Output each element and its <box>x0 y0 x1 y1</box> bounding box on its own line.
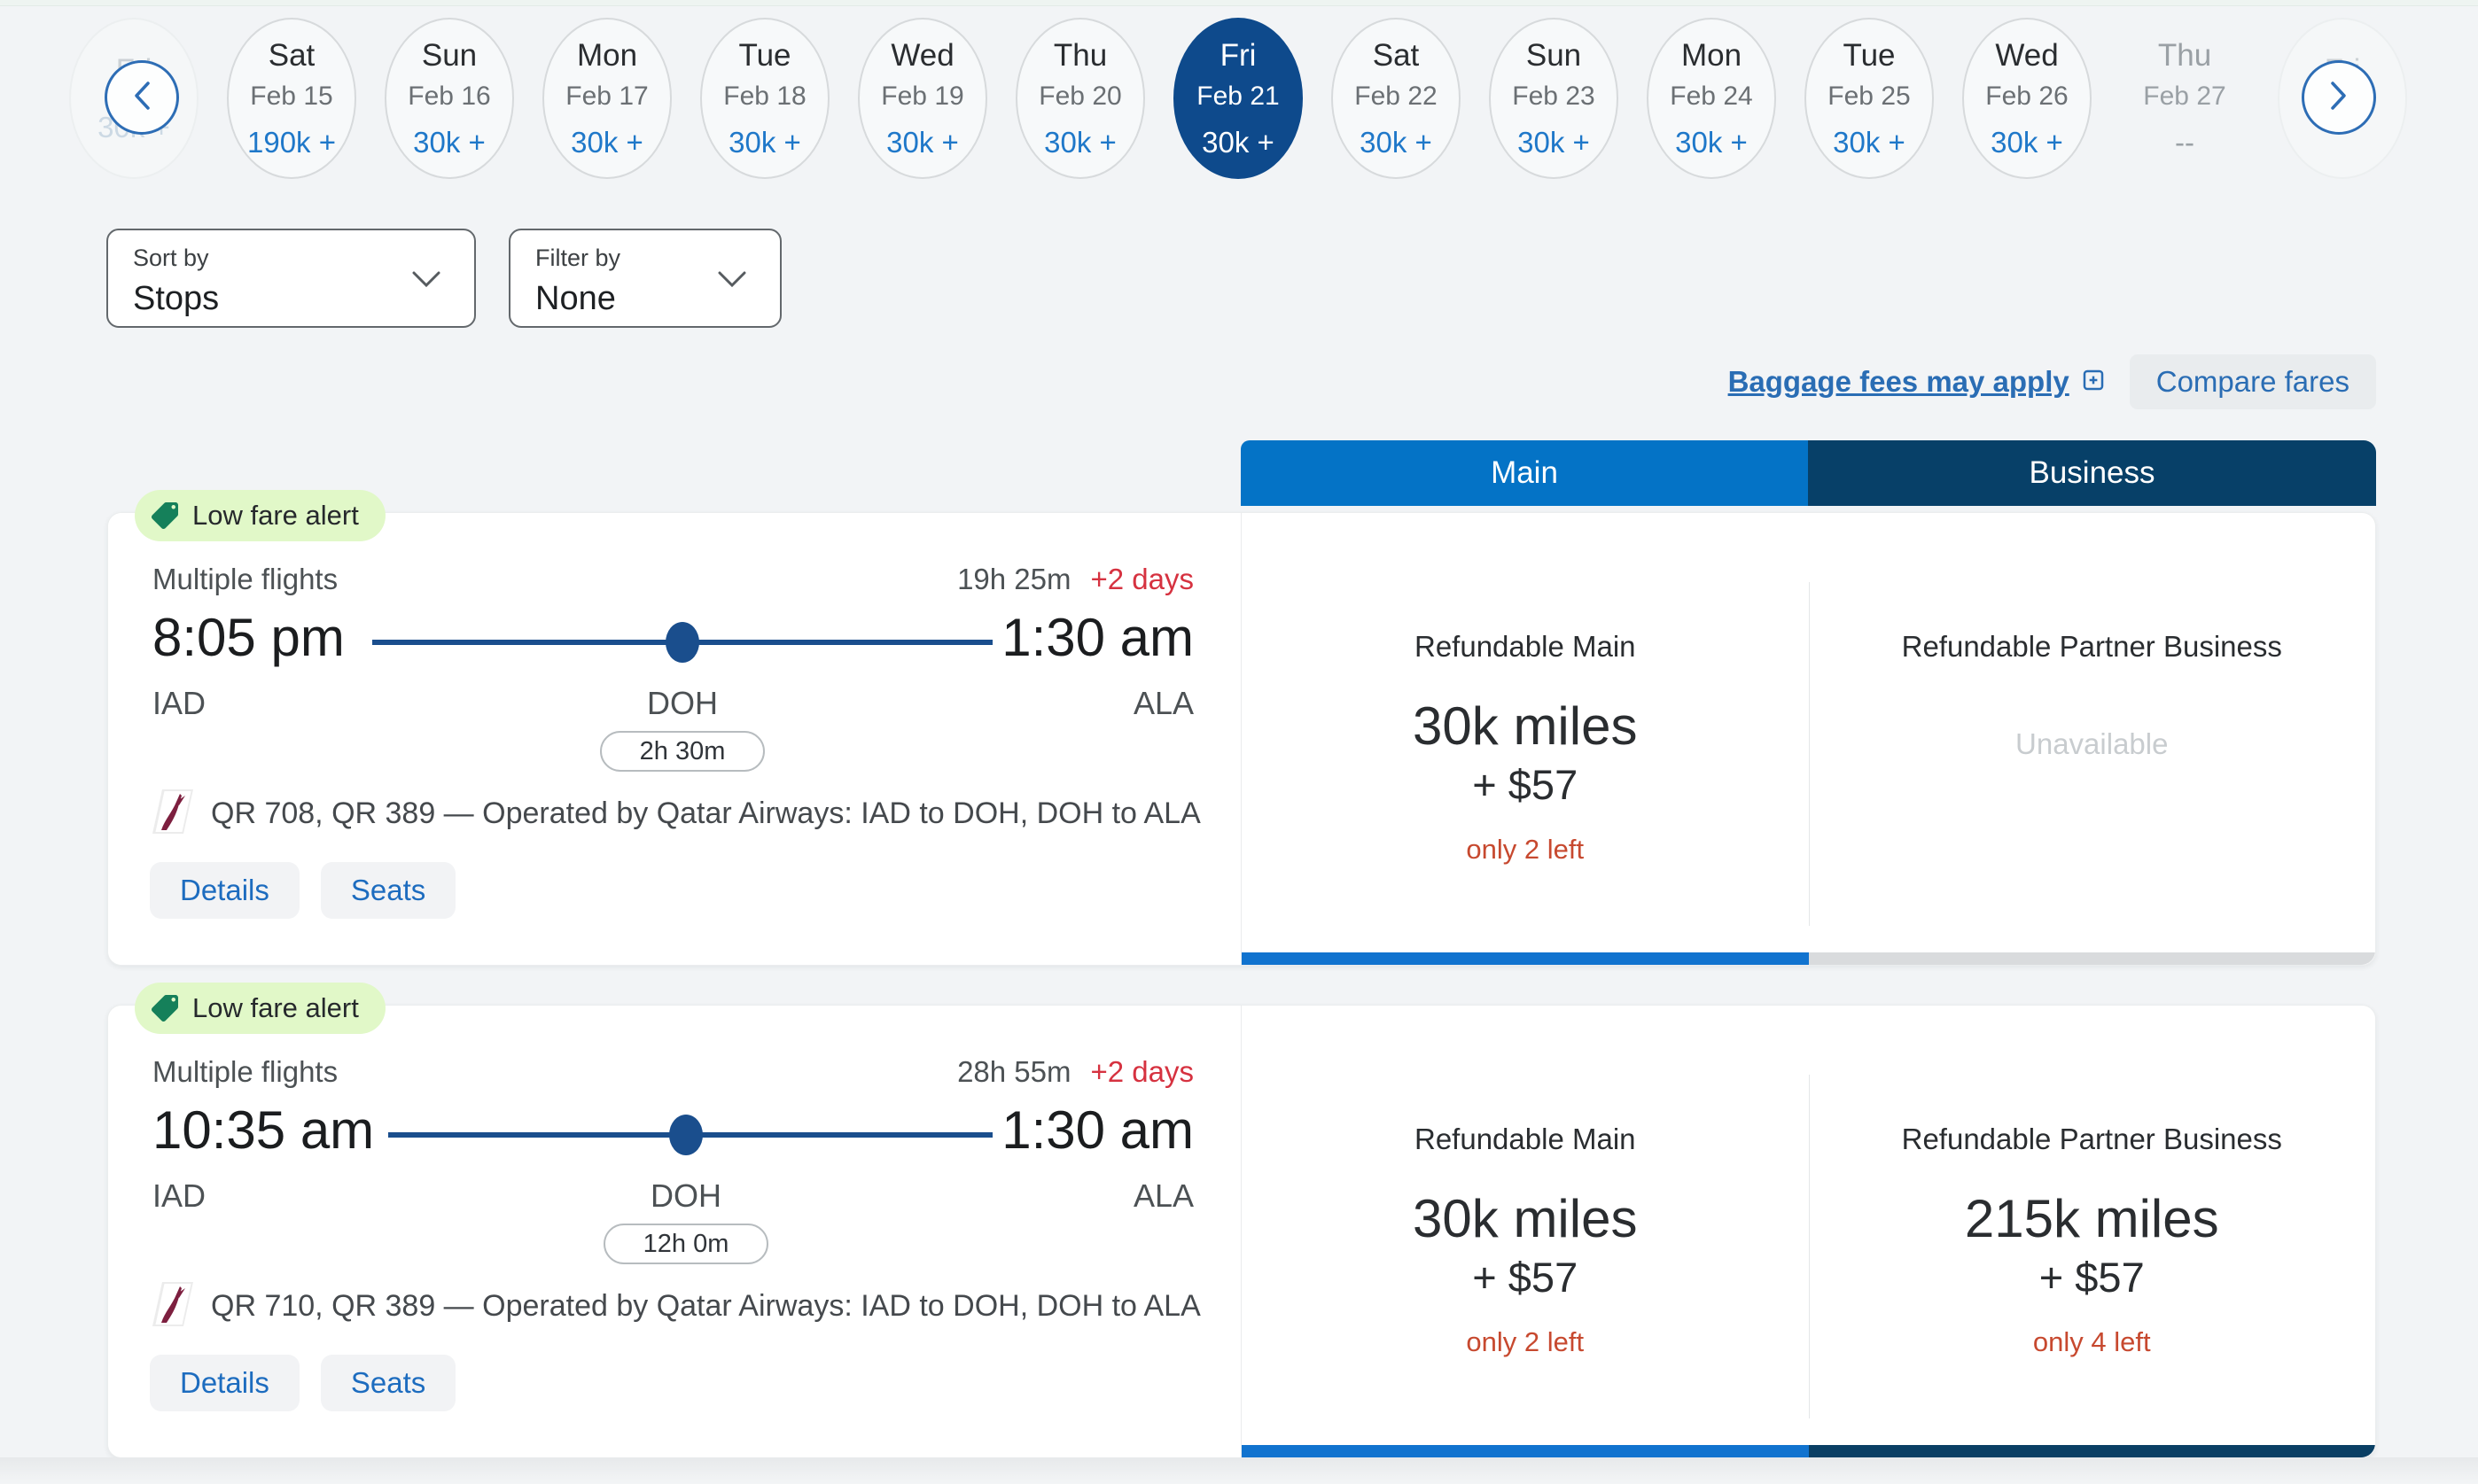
destination-code: ALA <box>1133 1177 1194 1214</box>
refundable-partner-business-fare: Refundable Partner Business Unavailable <box>1901 630 2282 760</box>
seats-button[interactable]: Seats <box>320 862 456 919</box>
chevron-down-icon <box>412 271 440 292</box>
refundable-main-fare[interactable]: Refundable Main 30k miles + $57 only 2 l… <box>1413 1123 1638 1357</box>
utility-row: Baggage fees may apply Compare fares <box>1728 354 2376 409</box>
flight-type: Multiple flights <box>152 1055 339 1088</box>
chevron-right-icon <box>2329 81 2349 115</box>
date-carousel: Fri 30k + Sat Feb 15 190k + Sun Feb 16 3… <box>0 18 2478 179</box>
qatar-airways-logo <box>152 1282 193 1331</box>
fare-miles: 30k miles <box>1413 696 1638 756</box>
details-button[interactable]: Details <box>150 862 300 919</box>
day-change: +2 days <box>1090 1055 1195 1088</box>
departure-time: 10:35 am <box>152 1100 375 1160</box>
fare-unavailable: Unavailable <box>2015 727 2169 760</box>
flight-card-2: Low fare alert Multiple flights 28h 55m … <box>107 983 2376 1458</box>
main-fare-bottom-bar <box>1242 952 1809 965</box>
previous-dates-button[interactable] <box>105 60 179 135</box>
origin-code: IAD <box>152 685 206 721</box>
bottom-fade <box>0 1457 2478 1484</box>
details-button[interactable]: Details <box>150 1355 300 1411</box>
chevron-left-icon <box>132 81 152 115</box>
fare-divider <box>1808 582 1810 926</box>
flight-type: Multiple flights <box>152 563 339 595</box>
itinerary-summary: Multiple flights 19h 25m +2 days 8:05 pm… <box>108 513 1242 965</box>
filter-by-label: Filter by <box>535 245 621 271</box>
date-pill-mon-feb-24[interactable]: Mon Feb 24 30k + <box>1647 18 1776 179</box>
sort-by-label: Sort by <box>133 245 209 271</box>
fare-column-business[interactable]: Business <box>1808 440 2376 506</box>
fare-cash: + $57 <box>2038 1254 2145 1301</box>
date-pill-mon-feb-17[interactable]: Mon Feb 17 30k + <box>542 18 672 179</box>
arrival-time: 1:30 am <box>1001 608 1194 667</box>
seats-left-warning: only 4 left <box>2032 1326 2151 1357</box>
total-duration: 28h 55m <box>957 1055 1071 1088</box>
top-divider <box>0 0 2478 6</box>
refundable-main-fare[interactable]: Refundable Main 30k miles + $57 only 2 l… <box>1413 630 1638 865</box>
departure-time: 8:05 pm <box>152 608 345 667</box>
fare-cash: + $57 <box>1472 761 1578 808</box>
flight-numbers-operated-by: QR 710, QR 389 — Operated by Qatar Airwa… <box>211 1289 1201 1323</box>
business-fare-bottom-bar <box>1808 1445 2375 1457</box>
fare-column-headers: Main Business <box>1241 440 2376 506</box>
low-fare-alert-badge: Low fare alert <box>135 983 386 1034</box>
fare-cash: + $57 <box>1472 1254 1578 1301</box>
date-pill-sat-feb-22[interactable]: Sat Feb 22 30k + <box>1331 18 1461 179</box>
filter-by-dropdown[interactable]: Filter by None <box>509 229 782 328</box>
day-change: +2 days <box>1090 563 1195 595</box>
seats-left-warning: only 2 left <box>1466 834 1585 865</box>
itinerary-summary: Multiple flights 28h 55m +2 days 10:35 a… <box>108 1006 1242 1457</box>
seats-button[interactable]: Seats <box>320 1355 456 1411</box>
next-dates-button[interactable] <box>2302 60 2376 135</box>
fare-column-main[interactable]: Main <box>1241 440 1808 506</box>
baggage-fees-link[interactable]: Baggage fees may apply <box>1728 365 2107 399</box>
filter-by-value: None <box>535 280 616 317</box>
layover-duration-pill: 12h 0m <box>604 1224 768 1264</box>
flight-card-1: Low fare alert Multiple flights 19h 25m … <box>107 490 2376 966</box>
connection-dot <box>669 1115 703 1155</box>
fare-miles: 30k miles <box>1413 1189 1638 1248</box>
date-pill-sat-feb-15[interactable]: Sat Feb 15 190k + <box>227 18 356 179</box>
stop-code: DOH <box>651 1177 721 1214</box>
qatar-airways-logo <box>152 789 193 838</box>
date-pill-wed-feb-26[interactable]: Wed Feb 26 30k + <box>1962 18 2092 179</box>
date-pill-thu-feb-20[interactable]: Thu Feb 20 30k + <box>1016 18 1145 179</box>
origin-code: IAD <box>152 1177 206 1214</box>
fare-miles: 215k miles <box>1964 1189 2219 1248</box>
date-pill-tue-feb-25[interactable]: Tue Feb 25 30k + <box>1804 18 1934 179</box>
destination-code: ALA <box>1133 685 1194 721</box>
flight-numbers-operated-by: QR 708, QR 389 — Operated by Qatar Airwa… <box>211 796 1201 830</box>
date-pill-sun-feb-16[interactable]: Sun Feb 16 30k + <box>385 18 514 179</box>
connection-dot <box>666 622 699 663</box>
chevron-down-icon <box>718 271 746 292</box>
date-pill-wed-feb-19[interactable]: Wed Feb 19 30k + <box>858 18 987 179</box>
seats-left-warning: only 2 left <box>1466 1326 1585 1357</box>
fare-divider <box>1808 1075 1810 1418</box>
fare-options: Refundable Main 30k miles + $57 only 2 l… <box>1242 513 2375 965</box>
price-tag-icon <box>149 500 181 532</box>
total-duration: 19h 25m <box>957 563 1071 595</box>
low-fare-alert-badge: Low fare alert <box>135 490 386 541</box>
stop-code: DOH <box>647 685 718 721</box>
compare-fares-button[interactable]: Compare fares <box>2129 354 2376 409</box>
business-fare-bottom-bar <box>1808 952 2375 965</box>
refundable-partner-business-fare[interactable]: Refundable Partner Business 215k miles +… <box>1901 1123 2282 1357</box>
date-pill-thu-feb-27-disabled: Thu Feb 27 -- <box>2143 37 2226 159</box>
layover-duration-pill: 2h 30m <box>600 731 765 772</box>
fare-options: Refundable Main 30k miles + $57 only 2 l… <box>1242 1006 2375 1457</box>
main-fare-bottom-bar <box>1242 1445 1809 1457</box>
sort-by-dropdown[interactable]: Sort by Stops <box>106 229 476 328</box>
date-pill-fri-feb-21-selected[interactable]: Fri Feb 21 30k + <box>1173 18 1303 179</box>
date-pill-tue-feb-18[interactable]: Tue Feb 18 30k + <box>700 18 830 179</box>
sort-by-value: Stops <box>133 280 220 317</box>
price-tag-icon <box>149 992 181 1024</box>
new-window-icon <box>2080 367 2107 398</box>
date-pill-sun-feb-23[interactable]: Sun Feb 23 30k + <box>1489 18 1618 179</box>
arrival-time: 1:30 am <box>1001 1100 1194 1160</box>
